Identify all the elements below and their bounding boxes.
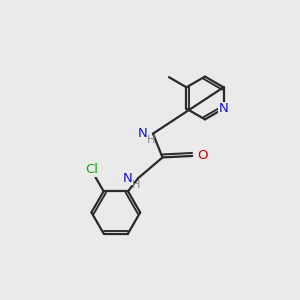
Text: H: H (132, 180, 141, 190)
Text: O: O (198, 149, 208, 162)
Text: Cl: Cl (85, 163, 98, 176)
Text: N: N (123, 172, 133, 185)
Text: H: H (147, 135, 156, 145)
Text: N: N (219, 102, 228, 115)
Text: N: N (138, 127, 148, 140)
